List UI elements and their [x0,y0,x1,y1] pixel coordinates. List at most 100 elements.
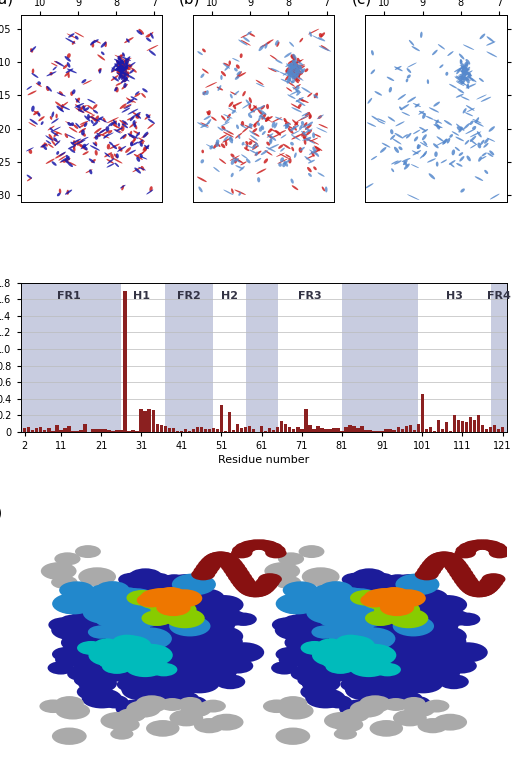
Ellipse shape [119,63,126,69]
Circle shape [105,599,146,620]
Ellipse shape [99,69,101,73]
Circle shape [397,655,431,673]
Circle shape [121,623,150,637]
Ellipse shape [127,72,129,76]
Bar [449,431,452,432]
Ellipse shape [286,125,293,129]
Ellipse shape [93,118,97,121]
Circle shape [177,696,207,711]
Circle shape [414,618,448,635]
Bar [272,430,276,432]
Ellipse shape [319,33,323,37]
Ellipse shape [303,122,308,127]
Ellipse shape [98,128,108,134]
Circle shape [433,713,467,731]
Ellipse shape [259,109,267,114]
Ellipse shape [143,146,147,151]
Circle shape [232,545,253,555]
Ellipse shape [268,128,272,133]
Circle shape [352,662,389,681]
Ellipse shape [111,66,115,72]
Ellipse shape [134,93,141,97]
Circle shape [345,681,386,700]
Circle shape [346,630,376,645]
Circle shape [329,599,369,620]
Ellipse shape [125,72,129,78]
Ellipse shape [117,66,127,71]
Circle shape [140,604,171,620]
Ellipse shape [112,76,119,82]
Circle shape [314,631,346,647]
Ellipse shape [116,66,123,71]
Ellipse shape [82,109,94,115]
Ellipse shape [309,113,312,118]
Ellipse shape [292,66,297,69]
Circle shape [194,616,235,636]
Bar [408,425,412,432]
Circle shape [392,624,422,639]
Circle shape [340,677,370,692]
Ellipse shape [261,150,268,155]
Ellipse shape [143,132,148,138]
Bar [220,405,223,432]
Ellipse shape [111,121,115,126]
Circle shape [427,554,450,565]
Circle shape [76,671,115,690]
Circle shape [163,622,191,636]
Ellipse shape [270,55,278,60]
Ellipse shape [459,53,464,60]
Circle shape [124,619,150,633]
Circle shape [374,661,413,680]
Ellipse shape [279,153,290,159]
Ellipse shape [465,70,473,76]
Ellipse shape [121,125,125,131]
Ellipse shape [411,164,419,168]
Ellipse shape [256,80,264,85]
Bar [196,427,199,432]
Ellipse shape [236,71,241,76]
Ellipse shape [207,110,211,115]
Circle shape [362,629,396,645]
Ellipse shape [85,169,93,173]
Ellipse shape [314,92,318,98]
Ellipse shape [467,83,469,88]
Ellipse shape [276,153,285,157]
Ellipse shape [211,117,217,121]
Circle shape [336,588,370,605]
Circle shape [383,684,417,700]
Ellipse shape [131,68,137,72]
Circle shape [358,578,387,593]
Circle shape [381,602,418,621]
Circle shape [155,613,188,630]
Ellipse shape [246,124,253,128]
Circle shape [393,676,421,690]
Ellipse shape [470,136,476,142]
Ellipse shape [291,65,296,69]
Ellipse shape [216,140,219,143]
Circle shape [373,625,400,639]
Ellipse shape [294,153,297,158]
Circle shape [251,539,272,550]
Ellipse shape [240,53,242,58]
Ellipse shape [295,60,302,64]
Ellipse shape [290,65,293,69]
Ellipse shape [296,59,304,63]
Ellipse shape [406,79,408,82]
Circle shape [290,614,326,633]
Ellipse shape [116,82,122,85]
Ellipse shape [67,69,77,73]
Circle shape [142,645,168,658]
Ellipse shape [252,128,257,133]
Ellipse shape [129,69,134,73]
Ellipse shape [138,167,146,170]
Circle shape [369,596,407,615]
Circle shape [278,595,316,614]
Circle shape [85,599,109,611]
Ellipse shape [108,130,112,134]
Ellipse shape [120,68,128,72]
Circle shape [122,709,146,721]
Circle shape [96,610,132,627]
Ellipse shape [484,138,489,143]
Circle shape [475,582,498,594]
Circle shape [52,728,87,745]
